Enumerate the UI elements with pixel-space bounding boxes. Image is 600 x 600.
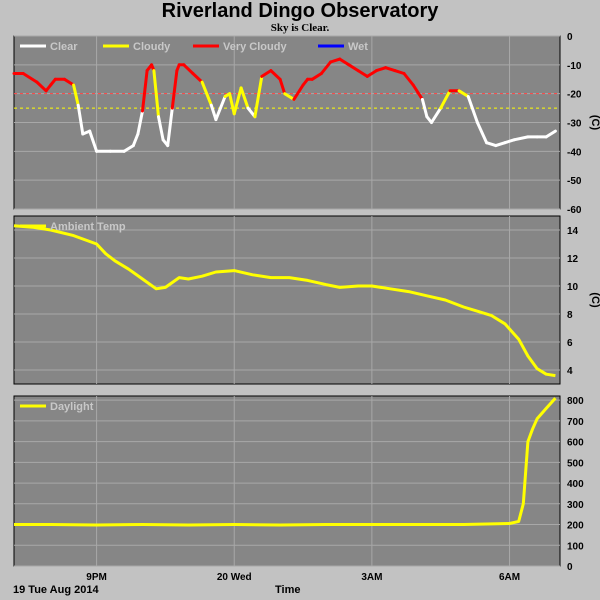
page-subtitle: Sky is Clear. [270, 22, 330, 34]
page-title: Riverland Dingo Observatory [161, 0, 439, 22]
sky-temperature-segment [239, 86, 250, 110]
sky-temperature-segment [253, 74, 264, 119]
sky-temperature-segment [157, 115, 165, 142]
sky-temperature-segment [347, 63, 360, 73]
sky-temperature-segment [166, 106, 174, 148]
sky-temperature-segment [63, 77, 76, 87]
sky-temperature-segment [365, 69, 378, 78]
y-tick-label: -50 [567, 176, 582, 187]
sky-temperature-segment [21, 72, 39, 84]
sky-temperature-segment [375, 66, 388, 73]
sky-temperature-segment [209, 103, 218, 122]
legend-label: Very Cloudy [223, 41, 287, 53]
sky-temperature-segment [494, 141, 507, 148]
sky-temperature-segment [503, 138, 516, 145]
y-tick-label: -10 [567, 61, 582, 72]
y-tick-label: -30 [567, 119, 582, 130]
sky-temperature-chart: 0 -10 -20 -30 -40 -50 -60 (C) Clear Cloudy Very Cl… [12, 32, 600, 216]
y-tick-label: 400 [567, 479, 584, 490]
sky-temperature-segment [393, 69, 406, 75]
ambient-temperature-chart: 14 12 10 8 6 4 (C) Ambient Temp [13, 215, 600, 385]
sky-temperature-segment [512, 135, 530, 142]
x-tick-label: 3AM [361, 572, 382, 583]
sky-temperature-segment [439, 89, 452, 110]
legend-label: Daylight [50, 401, 94, 413]
y-tick-label: 10 [567, 282, 579, 293]
sky-temperature-segment [278, 77, 287, 96]
y-tick-label: 8 [567, 310, 573, 321]
legend-label: Wet [348, 41, 368, 53]
x-tick-label: 6AM [499, 572, 520, 583]
sky-temperature-segment [356, 69, 369, 78]
sky-temperature-segment [152, 69, 160, 119]
x-axis-title: Time [275, 584, 301, 596]
sky-temperature-segment [200, 80, 213, 107]
sky-temperature-segment [141, 69, 149, 113]
sky-temperature-segment [310, 72, 323, 81]
y-tick-label: 700 [567, 417, 584, 428]
sky-temperature-segment [485, 141, 498, 148]
y-tick-label: 800 [567, 396, 584, 407]
y-tick-label: -60 [567, 205, 582, 216]
legend-label: Cloudy [133, 41, 171, 53]
sky-temperature-segment [76, 103, 85, 136]
plot-area [13, 395, 561, 567]
y-tick-label: 0 [567, 562, 573, 573]
sky-temperature-segment [228, 92, 236, 116]
sky-temperature-segment [329, 57, 342, 64]
sky-temperature-segment [466, 95, 479, 124]
y-axis-label: (C) [589, 292, 600, 308]
daylight-chart: 9PM 20 Wed 3AM 6AM 800 700 600 500 400 300 200 100 0… [13, 395, 584, 583]
series-line [14, 397, 557, 527]
sky-temperature-segment [191, 72, 204, 84]
y-tick-label: 200 [567, 521, 584, 532]
series-line [13, 224, 556, 378]
x-tick-label: 20 Wed [217, 572, 252, 583]
sky-temperature-segment [131, 132, 140, 148]
sky-temperature-segment [338, 57, 351, 67]
y-tick-label: -40 [567, 147, 582, 158]
plot-area [13, 215, 561, 385]
sky-temperature-segment [260, 69, 273, 78]
sky-temperature-segment [88, 129, 99, 153]
legend-label: Ambient Temp [50, 221, 126, 233]
sky-temperature-segment [402, 72, 415, 87]
legend-label: Clear [50, 41, 78, 53]
chart-date: 19 Tue Aug 2014 [13, 584, 99, 596]
sky-temperature-segment [136, 109, 144, 136]
sky-temperature-segment [292, 83, 305, 101]
sky-temperature-segment [544, 129, 557, 139]
sky-temperature-segment [269, 69, 282, 81]
sky-temperature-segment [319, 60, 333, 75]
y-tick-label: 4 [567, 366, 573, 377]
y-tick-label: 14 [567, 226, 579, 237]
sky-temperature-segment [170, 69, 179, 110]
sky-temperature-segment [35, 80, 48, 93]
sky-temperature-segment [283, 92, 296, 101]
y-tick-label: 300 [567, 500, 584, 511]
sky-temperature-segment [411, 83, 424, 101]
y-tick-label: 600 [567, 438, 584, 449]
sky-temperature-segment [420, 97, 429, 119]
y-tick-label: 12 [567, 254, 579, 265]
sky-temperature-segment [430, 106, 443, 124]
y-tick-label: -20 [567, 90, 582, 101]
sky-temperature-segment [214, 95, 227, 122]
y-tick-label: 500 [567, 458, 584, 469]
y-tick-label: 100 [567, 541, 584, 552]
y-tick-label: 6 [567, 338, 573, 349]
sky-temperature-segment [122, 144, 135, 153]
x-tick-label: 9PM [86, 572, 107, 583]
sky-temperature-segment [232, 86, 243, 116]
sky-temperature-segment [72, 83, 80, 107]
sky-temperature-segment [182, 63, 195, 75]
sky-temperature-segment [475, 121, 489, 145]
sky-temperature-segment [457, 89, 470, 98]
y-tick-label: 0 [567, 32, 573, 43]
sky-temperature-segment [384, 66, 397, 73]
y-axis-label: (C) [589, 115, 600, 131]
